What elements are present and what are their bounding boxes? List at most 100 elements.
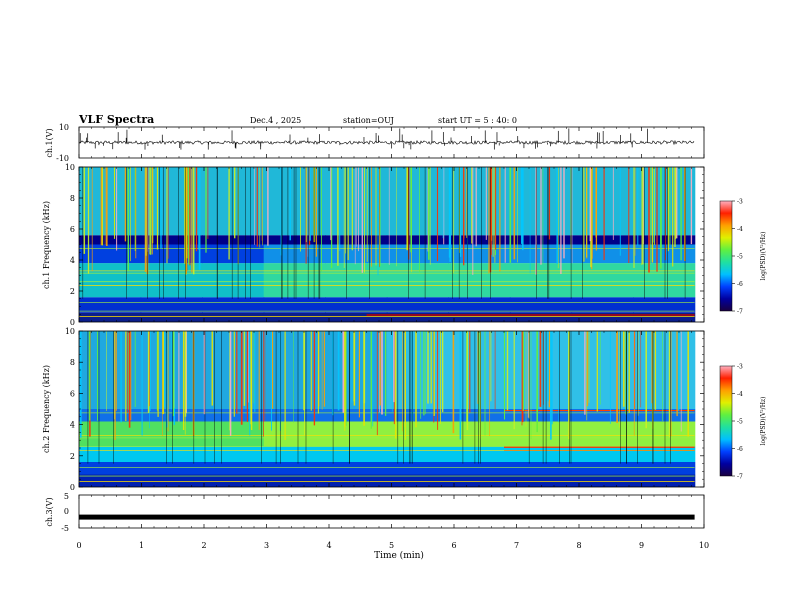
- spectrogram-band: [263, 297, 326, 313]
- x-tick-label: 1: [139, 541, 144, 550]
- spectrogram-band: [386, 167, 449, 236]
- ch1-waveform-panel: 10 -10 ch.1(V): [45, 123, 705, 163]
- spectrogram-band: [202, 297, 265, 313]
- spectrogram-band: [79, 331, 142, 409]
- spectrogram-band: [571, 263, 634, 298]
- ch1-ytick-top: 10: [59, 123, 69, 132]
- spectrogram-band: [509, 446, 573, 462]
- ch1-ytick-bottom: -10: [56, 154, 69, 163]
- spectrogram-band: [79, 244, 142, 264]
- ch2-colorbar-ticks: -3 -4 -5 -6 -7: [732, 364, 743, 481]
- spectrogram-band: [509, 297, 573, 313]
- spectrogram-band: [325, 421, 388, 447]
- spectrogram-band: [386, 312, 449, 322]
- spectrogram-band: [386, 331, 449, 409]
- spectrogram-band: [571, 462, 634, 475]
- spectrogram-band: [263, 263, 326, 298]
- x-tick-label: 5: [389, 541, 394, 550]
- y-tick-label: 10: [65, 163, 75, 172]
- spectrogram-band: [140, 297, 203, 313]
- x-tick-label: 4: [326, 541, 331, 550]
- ch1-colorbar: -3 -4 -5 -6 -7 log(PSD)(V²/Hz): [719, 199, 767, 316]
- spectrogram-band: [202, 263, 265, 298]
- x-tick-label: 8: [576, 541, 581, 550]
- spectrogram-band: [633, 297, 696, 313]
- spectrogram-band: [140, 312, 203, 322]
- spectrogram-band: [202, 312, 265, 322]
- spectrogram-band: [325, 297, 388, 313]
- spectrogram-band: [140, 421, 203, 447]
- spectrogram-band: [263, 421, 326, 447]
- x-tick-label: 0: [76, 541, 81, 550]
- spectrogram-band: [571, 312, 634, 322]
- y-tick-label: 0: [70, 318, 75, 327]
- spectrogram-band: [79, 462, 142, 475]
- ch1-spectrogram-bands: [79, 167, 696, 322]
- spectrogram-band: [448, 297, 511, 313]
- ch2-spectrogram-lines: [79, 409, 695, 482]
- colorbar-tick-label: -4: [737, 391, 743, 398]
- spectrogram-band: [571, 167, 634, 236]
- spectrogram-band: [263, 244, 326, 264]
- y-tick-label: 8: [70, 358, 75, 367]
- ch3-ytick-bottom: -5: [61, 524, 69, 533]
- ch3-waveform-panel: 5 0 -5 ch.3(V): [45, 492, 705, 533]
- ch1-spectrogram-panel: 0 2 4 6 8 10 ch.1 Frequency (kHz): [42, 163, 705, 327]
- y-tick-label: 4: [70, 421, 75, 430]
- y-tick-label: 4: [70, 256, 75, 265]
- spectrogram-band: [325, 331, 388, 409]
- colorbar-tick-label: -7: [737, 474, 743, 481]
- spectrogram-band: [263, 312, 326, 322]
- colorbar-tick-label: -3: [737, 199, 743, 206]
- spectrogram-band: [509, 263, 573, 298]
- spectrogram-band: [263, 462, 326, 475]
- spectrogram-band: [202, 167, 265, 236]
- spectrogram-band: [386, 462, 449, 475]
- spectrogram-band: [263, 474, 326, 487]
- ch1-ylabel: ch.1(V): [45, 128, 54, 157]
- spectrogram-band: [325, 462, 388, 475]
- spectrogram-band: [633, 409, 696, 422]
- spectrogram-band: [633, 235, 696, 245]
- spectrogram-band: [448, 446, 511, 462]
- spectrogram-band: [140, 462, 203, 475]
- ch1-spectrogram-sferics: [82, 167, 693, 299]
- x-axis-ticks: 0 1 2 3 4 5 6 7 8 9 10: [76, 127, 709, 550]
- spectrogram-band: [263, 331, 326, 409]
- spectrogram-band: [386, 297, 449, 313]
- x-tick-label: 7: [514, 541, 519, 550]
- colorbar-tick-label: -7: [737, 309, 743, 316]
- ch2-spectrogram-sferics: [79, 331, 689, 464]
- colorbar-tick-label: -6: [737, 446, 743, 453]
- ch1-colorbar-scale: [719, 200, 733, 312]
- spectrogram-band: [633, 474, 696, 487]
- ch2-colorbar: -3 -4 -5 -6 -7 log(PSD)(V²/Hz): [719, 364, 767, 481]
- spectrogram-band: [79, 312, 142, 322]
- y-tick-label: 0: [70, 483, 75, 492]
- spectrogram-band: [571, 244, 634, 264]
- spectrogram-band: [571, 235, 634, 245]
- spectrogram-band: [263, 409, 326, 422]
- spectrogram-band: [386, 446, 449, 462]
- spectrogram-band: [140, 235, 203, 245]
- spectrogram-band: [202, 409, 265, 422]
- spectrogram-band: [79, 263, 142, 298]
- spectrogram-band: [633, 331, 696, 409]
- spectrogram-band: [386, 474, 449, 487]
- ch3-ytick-top: 5: [64, 492, 69, 501]
- spectrogram-band: [386, 244, 449, 264]
- ch1-spectrogram-yticks: 0 2 4 6 8 10: [65, 163, 704, 327]
- spectrogram-band: [509, 462, 573, 475]
- spectrogram-band: [633, 462, 696, 475]
- colorbar-tick-label: -5: [737, 254, 743, 261]
- spectrogram-band: [386, 421, 449, 447]
- x-tick-label: 2: [201, 541, 206, 550]
- ch1-colorbar-ticks: -3 -4 -5 -6 -7: [732, 199, 743, 316]
- ch2-spectrogram-yticks: 0 2 4 6 8 10: [65, 327, 704, 492]
- y-tick-label: 8: [70, 194, 75, 203]
- colorbar-tick-label: -4: [737, 226, 743, 233]
- y-tick-label: 2: [70, 452, 75, 461]
- ch1-waveform-line: [78, 139, 695, 146]
- spectrogram-band: [633, 446, 696, 462]
- spectrogram-band: [79, 446, 142, 462]
